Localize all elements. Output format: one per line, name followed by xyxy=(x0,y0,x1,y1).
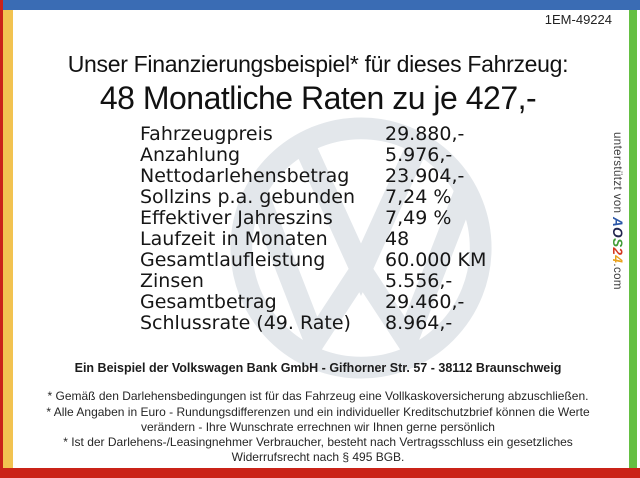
row-value: 8.964,- xyxy=(385,312,453,334)
table-row: Laufzeit in Monaten 48 xyxy=(140,229,486,250)
table-row: Anzahlung 5.976,- xyxy=(140,145,486,166)
brand-letter: S xyxy=(610,238,625,248)
table-row: Nettodarlehensbetrag 23.904,- xyxy=(140,166,486,187)
frame-left-red-bar xyxy=(0,0,3,478)
row-label: Gesamtlaufleistung xyxy=(140,249,326,271)
disclaimer-withdrawal-right: * Ist der Darlehens-/Leasingnehmer Verbr… xyxy=(63,435,573,464)
table-row: Effektiver Jahreszins 7,49 % xyxy=(140,208,486,229)
supported-by-vertical-text: unterstützt von AOS24.com xyxy=(610,132,625,347)
row-value: 7,24 % xyxy=(385,186,452,208)
frame-right-green-bar xyxy=(629,10,637,468)
brand-letter: 2 xyxy=(610,247,625,256)
row-label: Gesamtbetrag xyxy=(140,291,277,313)
row-label: Fahrzeugpreis xyxy=(140,123,273,145)
table-row: Gesamtlaufleistung 60.000 KM xyxy=(140,250,486,271)
financing-table: Fahrzeugpreis 29.880,- Anzahlung 5.976,-… xyxy=(140,124,486,334)
row-value: 29.460,- xyxy=(385,291,465,313)
supported-by-label: unterstützt von xyxy=(611,132,623,218)
brand-letter: A xyxy=(610,217,625,228)
frame-left-yellow-bar xyxy=(3,10,13,468)
row-value: 7,49 % xyxy=(385,207,452,229)
table-row: Sollzins p.a. gebunden 7,24 % xyxy=(140,187,486,208)
row-label: Anzahlung xyxy=(140,144,241,166)
vehicle-code: 1EM-49224 xyxy=(544,12,612,27)
row-label: Sollzins p.a. gebunden xyxy=(140,186,355,208)
row-label: Effektiver Jahreszins xyxy=(140,207,333,229)
frame-bottom-red-bar xyxy=(0,468,640,478)
table-row: Gesamtbetrag 29.460,- xyxy=(140,292,486,313)
brand-letter: 4 xyxy=(610,255,625,264)
row-value: 29.880,- xyxy=(385,123,465,145)
monthly-rate-headline: 48 Monatliche Raten zu je 427,- xyxy=(99,80,537,116)
row-label: Zinsen xyxy=(140,270,204,292)
row-label: Laufzeit in Monaten xyxy=(140,228,328,250)
row-value: 60.000 KM xyxy=(385,249,487,271)
table-row: Fahrzeugpreis 29.880,- xyxy=(140,124,486,145)
bank-address-line: Ein Beispiel der Volkswagen Bank GmbH - … xyxy=(74,361,562,375)
disclaimer-insurance: * Gemäß den Darlehensbedingungen ist für… xyxy=(47,389,589,403)
table-row: Schlussrate (49. Rate) 8.964,- xyxy=(140,313,486,334)
aos24-logo: AOS24 xyxy=(610,217,625,263)
table-row: Zinsen 5.556,- xyxy=(140,271,486,292)
brand-letter: O xyxy=(610,227,625,239)
row-label: Nettodarlehensbetrag xyxy=(140,165,350,187)
brand-tld: .com xyxy=(611,263,623,290)
row-value: 23.904,- xyxy=(385,165,465,187)
frame-top-blue-bar xyxy=(3,0,640,10)
row-value: 48 xyxy=(385,228,410,250)
row-value: 5.976,- xyxy=(385,144,453,166)
row-label: Schlussrate (49. Rate) xyxy=(140,312,351,334)
offer-title: Unser Finanzierungsbeispiel* für dieses … xyxy=(67,51,569,77)
row-value: 5.556,- xyxy=(385,270,453,292)
vw-logo-watermark-icon xyxy=(225,112,497,384)
disclaimer-euro-rounding: * Alle Angaben in Euro - Rundungsdiffere… xyxy=(46,405,590,434)
